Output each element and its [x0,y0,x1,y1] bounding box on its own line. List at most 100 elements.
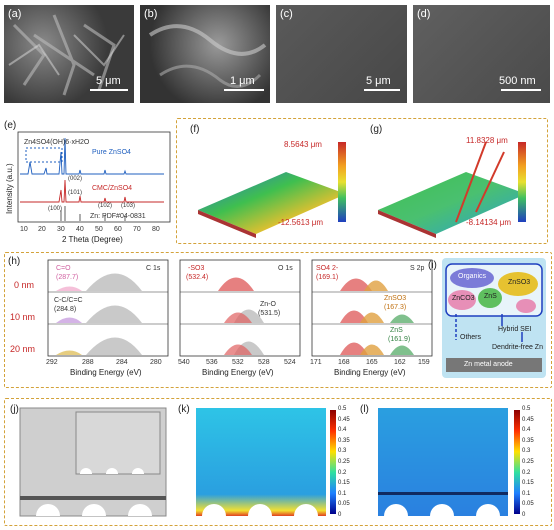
l-scale-2: 0.4 [522,427,531,434]
c1s-tick-1: 288 [82,359,94,366]
afm-g-min: -8.14134 μm [466,218,512,227]
k-scale-10: 0 [338,511,342,518]
s2p-tick-3: 162 [394,359,406,366]
s2p-peak1b: (169.1) [316,274,338,281]
o1s-tick-3: 528 [258,359,270,366]
o1s-tick-1: 536 [206,359,218,366]
xrd-tick-80: 80 [152,226,160,233]
xrd-tick-10: 10 [20,226,28,233]
scale-bar-a [90,89,128,91]
l-scale-4: 0.3 [522,448,531,455]
sim-panel-l: (l) 0.5 0.45 0.4 0.35 0.3 0.25 0.2 0.15 … [360,404,544,520]
xps-c1s-chart: 292 288 284 280 Binding Energy (eV) C 1s… [46,259,169,377]
l-scale-5: 0.25 [522,458,534,465]
xrd-tick-30: 30 [57,226,65,233]
xrd-annotation: Zn4SO4(OH)6·xH2O [24,139,90,146]
c1s-xlabel: Binding Energy (eV) [70,368,142,377]
panel-label-e: (e) [4,120,17,131]
xps-o1s: 540 536 532 528 524 Binding Energy (eV) … [178,258,302,378]
panel-label-c: (c) [280,8,293,20]
o1s-title: O 1s [278,265,293,272]
sem-image-c: (c) 5 μm [276,5,407,103]
sem-texture-a [8,14,125,96]
afm-panel-g: (g) 11.8328 μm -8.14134 μm [366,122,546,238]
o1s-tick-0: 540 [178,359,190,366]
scale-bar-d [501,89,541,91]
k-scale-2: 0.4 [338,427,347,434]
xps-s2p-chart: 171 168 165 162 159 Binding Energy (eV) … [310,259,433,377]
afm-surface-f [198,142,346,238]
l-scale-0: 0.5 [522,406,531,412]
sem-image-d: (d) 500 nm [413,5,550,103]
k-scale-3: 0.35 [338,437,350,444]
sim-field-l [378,408,520,516]
panel-label-j: (j) [10,404,19,415]
l-scale-6: 0.2 [522,469,531,476]
xps-o1s-chart: 540 536 532 528 524 Binding Energy (eV) … [178,259,301,377]
panel-label-i: (i) [428,260,437,271]
xrd-tick-60: 60 [114,226,122,233]
afm-surface-g [378,141,526,238]
xrd-ref: Zn: PDF#04-0831 [90,213,146,220]
depth-0: 0 nm [14,280,35,290]
sim-field-k [196,408,336,516]
panel-label-a: (a) [8,8,22,20]
o1s-peak2b: (531.5) [258,310,280,317]
k-scale-7: 0.15 [338,480,350,487]
s2p-peak1: SO4 2- [316,265,339,272]
afm-f-min: -12.5613 μm [278,218,324,227]
xrd-tick-70: 70 [133,226,141,233]
k-scale-4: 0.3 [338,448,347,455]
panel-label-d: (d) [417,8,431,20]
s2p-peak2b: (167.3) [384,304,406,311]
xrd-peak-102: (102) [98,203,112,209]
sim-l-scale: 0.5 0.45 0.4 0.35 0.3 0.25 0.2 0.15 0.1 … [522,406,542,518]
sem-image-a: (a) 5 μm [4,5,134,103]
s2p-tick-4: 159 [418,359,430,366]
k-scale-6: 0.2 [338,469,347,476]
k-scale-8: 0.1 [338,490,347,497]
s2p-peak2: ZnSO3 [384,295,406,302]
sem-image-b: (b) 1 μm [140,5,270,103]
depth-10: 10 nm [10,312,36,322]
scale-text-a: 5 μm [96,75,121,87]
sei-illustration [445,263,543,372]
xrd-xlabel: 2 Theta (Degree) [62,235,123,244]
c1s-peak2: C-C/C=C [54,297,83,304]
c1s-peak1: C=O [56,265,71,272]
s2p-peak3b: (161.9) [388,336,410,343]
o1s-peak1: -SO3 [188,265,204,272]
o1s-peak2: Zn-O [260,301,277,308]
xrd-peak-103: (103) [121,203,135,209]
l-scale-1: 0.45 [522,416,534,423]
sei-dendrite: Dendrite-free Zn [492,344,543,351]
sim-panel-j: (j) [10,404,172,520]
panel-label-k: (k) [178,404,190,415]
sei-schematic: (i) Organics ZnSO3 ZnCO3 ZnS Others Hybr… [428,258,546,378]
s2p-xlabel: Binding Energy (eV) [334,368,406,377]
scale-bar-c [364,89,400,91]
afm-f-max: 8.5643 μm [284,140,322,149]
panel-label-b: (b) [144,8,158,20]
o1s-xlabel: Binding Energy (eV) [202,368,274,377]
xps-c1s: 292 288 284 280 Binding Energy (eV) C 1s… [46,258,170,378]
sei-organics: Organics [458,273,487,280]
xrd-tick-20: 20 [38,226,46,233]
xrd-peak-002: (002) [68,176,82,182]
panel-label-f: (f) [190,124,200,135]
sim-panel-k: (k) 0.5 0.45 0.4 0.35 0.3 0.25 0.2 0.15 … [178,404,358,520]
depth-20: 20 nm [10,344,36,354]
xps-frame [4,252,552,388]
sei-others: Others [460,334,482,341]
sem-texture-b [148,24,267,88]
c1s-tick-3: 280 [150,359,162,366]
afm-panel-f: (f) 8.5643 μm -12.5613 μm [186,122,366,238]
o1s-peak1b: (532.4) [186,274,208,281]
k-scale-9: 0.05 [338,501,350,508]
c1s-peak1b: (287.7) [56,274,78,281]
c1s-title: C 1s [146,265,161,272]
xrd-peak-101: (101) [68,190,82,196]
xrd-peak-100: (100) [48,206,62,212]
sei-znso3: ZnSO3 [508,279,531,286]
k-scale-5: 0.25 [338,458,350,465]
